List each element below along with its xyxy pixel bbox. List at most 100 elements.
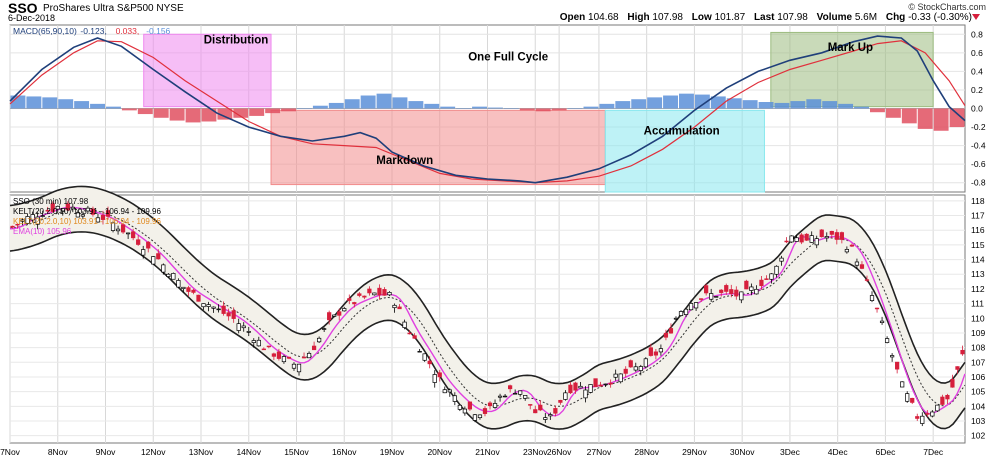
histogram-bar (551, 108, 567, 111)
candle-body (327, 312, 332, 321)
x-axis-label: 7Nov (0, 447, 21, 457)
candle-body (779, 257, 784, 262)
histogram-bar (949, 108, 965, 128)
candle-body (769, 273, 774, 280)
phase-label: Mark Up (828, 42, 873, 54)
x-axis-label: 21Nov (475, 447, 500, 457)
histogram-bar (265, 108, 281, 114)
candle-body (115, 228, 121, 232)
macd-legend-item: MACD(65,90,10) (13, 26, 77, 36)
candle-body (110, 222, 116, 231)
price-ytick-label: 104 (971, 401, 985, 411)
candle-body (477, 414, 483, 419)
candle-body (372, 292, 377, 296)
candle-body (829, 230, 834, 235)
x-axis-label: 6Dec (875, 447, 896, 457)
candle-body (704, 285, 709, 294)
open-label: Open (559, 12, 586, 23)
macd-legend-item: -0.156 (146, 26, 170, 36)
candle-body (35, 216, 40, 225)
histogram-bar (42, 97, 58, 109)
candle-body (171, 273, 176, 280)
candle-body (568, 384, 573, 394)
histogram-bar (233, 108, 249, 118)
candle-body (306, 352, 312, 359)
histogram-bar (424, 103, 440, 109)
candle-body (427, 360, 432, 365)
histogram-bar (885, 108, 901, 118)
candle-body (367, 288, 372, 294)
candle-body (301, 356, 307, 359)
x-axis-label: 13Nov (189, 447, 214, 457)
histogram-bar (74, 101, 90, 109)
candle-body (317, 337, 322, 343)
candle-body (90, 208, 96, 215)
candle-body (211, 306, 216, 309)
candle-body (533, 409, 538, 414)
histogram-bar (472, 106, 487, 109)
candle-body (105, 210, 111, 217)
x-axis-label: 27Nov (587, 447, 612, 457)
macd-legend-item: -0.123, (80, 26, 106, 36)
x-axis-label: 29Nov (682, 447, 707, 457)
signal-line (9, 40, 966, 184)
macd-ytick-label: 0.8 (971, 29, 983, 39)
candle-body (266, 345, 271, 348)
candle-body (256, 339, 261, 347)
x-axis-label: 16Nov (332, 447, 357, 457)
histogram-bar (137, 108, 153, 115)
macd-ytick-label: -0.8 (971, 178, 986, 188)
candle-body (25, 216, 30, 224)
candle-body (648, 347, 653, 356)
phase-label: Markdown (376, 155, 433, 167)
phase-box (770, 31, 934, 108)
histogram-bar (440, 106, 456, 109)
macd-ytick-label: 0.0 (971, 104, 983, 114)
chart-date: 6-Dec-2018 (8, 13, 56, 23)
candle-body (447, 389, 452, 393)
candle-body (874, 307, 880, 310)
histogram-bar (838, 103, 854, 109)
down-arrow-icon (972, 14, 980, 20)
x-axis-label: 4Dec (828, 447, 849, 457)
candle-body (900, 381, 905, 388)
histogram-bar (456, 108, 472, 109)
candle-body (603, 383, 608, 386)
candle-body (176, 280, 181, 288)
candle-body (181, 286, 186, 289)
candle-body (226, 312, 231, 317)
candle-body (337, 311, 342, 316)
candle-body (895, 361, 900, 370)
keltner-upper-line (9, 185, 966, 385)
candle-body (538, 404, 543, 411)
candle-body (432, 374, 437, 383)
candle-body (819, 229, 824, 238)
price-legend-item: SSO (30 min) 107.98 (13, 197, 89, 206)
candle-body (724, 285, 729, 292)
histogram-bar (615, 101, 631, 109)
x-axis-label: 15Nov (284, 447, 309, 457)
candle-body (890, 355, 895, 358)
histogram-bar (312, 105, 328, 109)
candle-body (940, 396, 945, 405)
ticker-description: ProShares Ultra S&P500 NYSE (43, 3, 184, 14)
volume-value: 5.6M (854, 12, 878, 23)
candle-body (30, 214, 35, 221)
histogram-bar (169, 108, 185, 121)
histogram-bar (185, 108, 201, 123)
candle-body (120, 224, 126, 233)
histogram-bar (758, 102, 774, 109)
histogram-bar (901, 108, 917, 124)
candle-body (759, 279, 764, 287)
macd-ytick-label: 0.6 (971, 48, 983, 58)
candle-body (739, 291, 744, 301)
candle-body (276, 351, 282, 359)
x-axis-label: 14Nov (236, 447, 261, 457)
candle-body (397, 306, 402, 310)
candle-body (417, 350, 422, 353)
candle-body (950, 379, 955, 388)
histogram-bar (503, 108, 519, 109)
high-label: High (627, 12, 650, 23)
x-axis-label: 7Dec (923, 447, 944, 457)
histogram-bar (58, 99, 74, 109)
